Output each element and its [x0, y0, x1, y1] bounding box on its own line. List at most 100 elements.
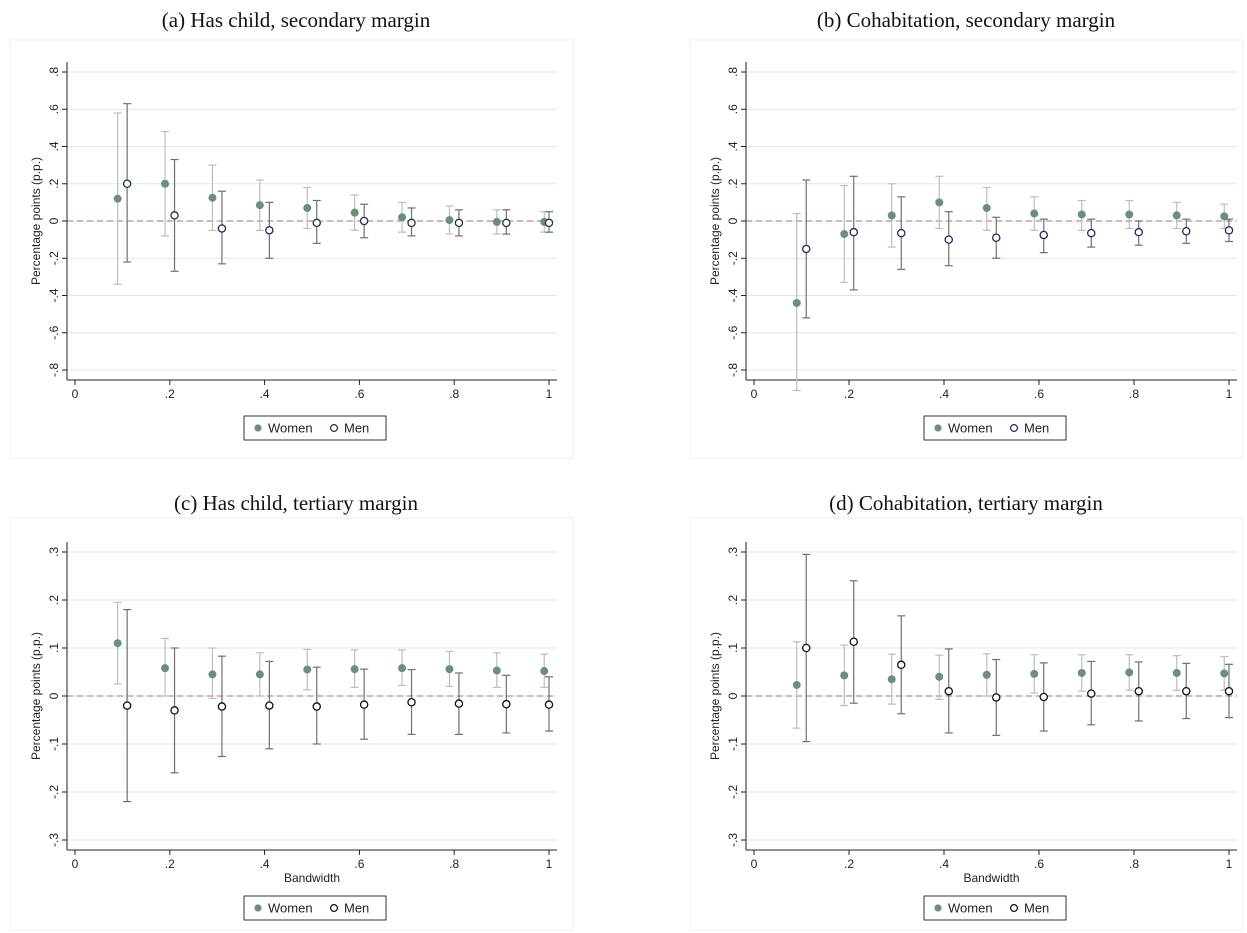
men-point	[1224, 686, 1234, 696]
legend: Women Men	[923, 415, 1067, 441]
y-tick-label: -.1	[47, 737, 61, 751]
women-point	[255, 670, 264, 679]
women-point	[982, 203, 991, 212]
y-tick-label: .2	[726, 595, 740, 605]
y-tick-label: .2	[47, 178, 61, 188]
women-point	[492, 666, 501, 675]
women-point	[445, 216, 454, 225]
x-axis-title: Bandwidth	[284, 871, 340, 885]
y-tick-label: -.8	[47, 363, 61, 377]
y-tick-label: .4	[47, 141, 61, 151]
y-tick-label: .6	[726, 104, 740, 114]
x-tick-label: .2	[844, 387, 854, 401]
men-point	[170, 706, 179, 715]
men-point	[1039, 692, 1049, 702]
women-point	[113, 194, 122, 203]
y-tick-label: .8	[47, 67, 61, 77]
women-point	[445, 665, 454, 674]
x-tick-label: .8	[1129, 857, 1139, 871]
panel-frame	[9, 517, 574, 931]
y-tick-label: .3	[47, 547, 61, 557]
women-point	[255, 201, 264, 210]
men-point	[1087, 228, 1096, 238]
legend-women-marker	[254, 904, 262, 912]
men-point	[312, 218, 321, 228]
men-point	[897, 660, 906, 670]
x-tick-label: 0	[751, 387, 758, 401]
x-tick-label: 1	[546, 857, 553, 871]
legend-women-label: Women	[948, 421, 993, 436]
x-tick-label: .6	[1034, 387, 1044, 401]
women-point	[208, 193, 217, 202]
panel-c-title: (c) Has child, tertiary margin	[174, 491, 418, 515]
legend-men-label: Men	[344, 901, 369, 916]
y-tick-label: -.2	[47, 251, 61, 265]
men-point	[849, 227, 859, 237]
x-tick-label: .4	[939, 857, 949, 871]
women-point	[1030, 209, 1039, 218]
women-point	[1220, 669, 1229, 678]
y-axis-title: Percentage points (p.p.)	[708, 632, 722, 760]
men-point	[1134, 686, 1144, 696]
y-tick-label: 0	[47, 217, 61, 224]
legend-women-marker	[934, 424, 942, 432]
women-point	[1030, 669, 1039, 678]
women-point	[935, 198, 944, 207]
x-tick-label: .4	[260, 387, 270, 401]
men-point	[544, 700, 554, 709]
y-tick-label: -.4	[47, 288, 61, 302]
legend-men-label: Men	[1024, 421, 1049, 436]
women-point	[161, 179, 170, 188]
men-point	[802, 244, 811, 254]
men-point	[122, 701, 132, 710]
y-tick-label: -.2	[726, 785, 740, 799]
men-point	[407, 218, 416, 228]
women-point	[113, 639, 122, 648]
legend: Women Men	[243, 895, 387, 921]
women-point	[1125, 668, 1134, 677]
y-tick-label: 0	[47, 692, 61, 699]
y-tick-label: -.3	[47, 833, 61, 847]
legend-men-marker	[330, 903, 339, 912]
legend-women-label: Women	[268, 901, 313, 916]
women-point	[1077, 210, 1086, 219]
y-tick-label: .1	[726, 643, 740, 653]
men-point	[849, 637, 859, 647]
y-axis-title: Percentage points (p.p.)	[29, 157, 43, 285]
legend-box	[923, 415, 1067, 441]
women-point	[935, 672, 944, 681]
legend-women-label: Women	[948, 901, 993, 916]
x-tick-label: 1	[1226, 857, 1233, 871]
women-point	[303, 665, 312, 674]
panel-d: -.3 -.2 -.1 0 .1 .2 .3 0 .2 .4 .6 .8 1 Percentage poi…	[689, 517, 1244, 931]
men-point	[407, 697, 416, 707]
x-tick-label: .4	[260, 857, 270, 871]
x-tick-label: .6	[354, 387, 364, 401]
x-tick-label: 0	[751, 857, 758, 871]
men-point	[217, 702, 227, 711]
men-point	[897, 228, 906, 238]
women-point	[303, 203, 312, 212]
x-tick-label: .4	[939, 387, 949, 401]
men-point	[1182, 226, 1191, 236]
women-point	[350, 208, 359, 217]
x-tick-label: .8	[1129, 387, 1139, 401]
y-tick-label: -.6	[726, 325, 740, 339]
women-point	[1125, 210, 1134, 219]
panel-frame	[9, 39, 574, 459]
x-tick-label: .6	[354, 857, 364, 871]
panel-a-title: (a) Has child, secondary margin	[161, 8, 431, 32]
y-tick-label: -.2	[47, 785, 61, 799]
women-point	[398, 213, 407, 222]
legend: Women Men	[243, 415, 387, 441]
x-tick-label: .2	[165, 387, 175, 401]
x-tick-label: 1	[546, 387, 553, 401]
men-point	[1087, 689, 1096, 698]
y-tick-label: .2	[47, 595, 61, 605]
x-tick-label: .2	[844, 857, 854, 871]
y-tick-label: 0	[726, 692, 740, 699]
y-tick-label: .6	[47, 104, 61, 114]
legend: Women Men	[923, 895, 1067, 921]
legend-men-label: Men	[1024, 901, 1049, 916]
